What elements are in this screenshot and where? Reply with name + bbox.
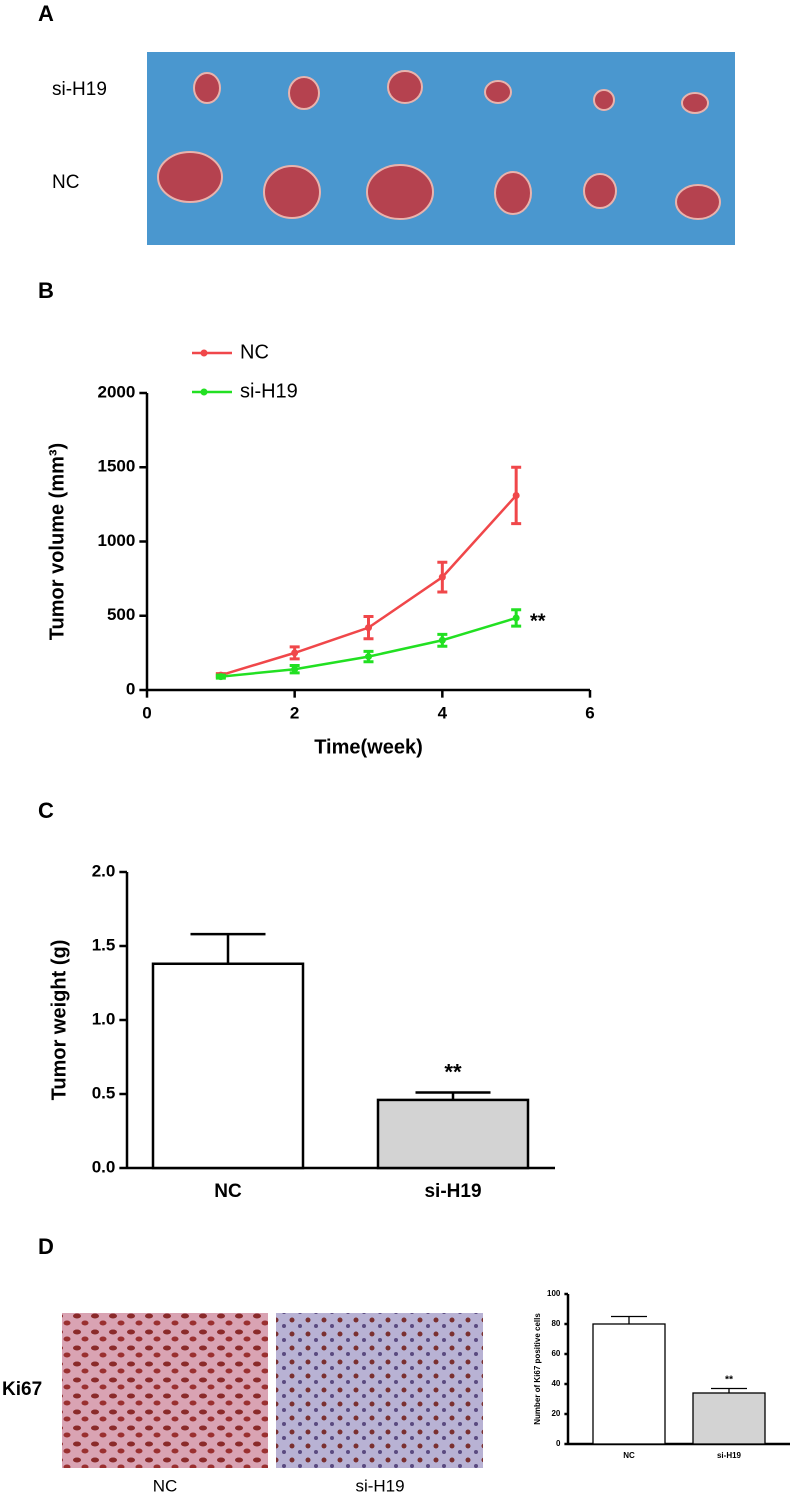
- y-axis-label: Tumor volume (mm³): [46, 443, 68, 640]
- y-tick-label: 1000: [98, 531, 136, 550]
- row-label: Ki67: [2, 1379, 42, 1400]
- error-bar: [190, 932, 266, 964]
- data-point: [512, 491, 520, 499]
- y-axis-label: Tumor weight (g): [48, 940, 70, 1101]
- data-point: [365, 653, 372, 661]
- x-tick-label: NC: [214, 1181, 242, 1202]
- column-label: NC: [153, 1476, 178, 1495]
- y-tick-label: 500: [107, 605, 135, 624]
- data-point: [438, 573, 446, 581]
- row-label: NC: [52, 172, 79, 193]
- x-tick-label: NC: [623, 1451, 635, 1460]
- y-tick-label: 80: [551, 1319, 560, 1328]
- bar: [692, 1392, 766, 1445]
- panel-label: A: [38, 1, 54, 26]
- y-tick-label: 0: [556, 1439, 561, 1448]
- row-label: si-H19: [52, 79, 107, 100]
- annotation: **: [530, 610, 546, 632]
- legend-label: NC: [240, 341, 269, 363]
- data-point: [438, 636, 446, 644]
- legend-marker: [200, 388, 208, 396]
- bar: [151, 962, 305, 1170]
- series-line: [220, 494, 518, 677]
- panel-label: D: [38, 1234, 54, 1259]
- data-point: [365, 624, 372, 632]
- y-tick-label: 40: [551, 1379, 560, 1388]
- y-tick-label: 0.0: [92, 1157, 116, 1176]
- x-tick-label: 4: [438, 703, 448, 722]
- y-tick-label: 1.5: [92, 935, 116, 954]
- x-tick-label: 2: [290, 703, 299, 722]
- y-tick-label: 20: [551, 1409, 560, 1418]
- data-point: [512, 614, 520, 622]
- x-tick-label: 6: [585, 703, 594, 722]
- annotation: **: [725, 1374, 734, 1385]
- annotation: **: [444, 1060, 462, 1085]
- x-tick-label: si-H19: [424, 1181, 481, 1202]
- y-tick-label: 1.0: [92, 1009, 116, 1028]
- data-point: [291, 649, 299, 657]
- y-tick-label: 100: [547, 1289, 561, 1298]
- bar: [592, 1323, 666, 1445]
- error-bar: [711, 1387, 747, 1393]
- y-tick-label: 60: [551, 1349, 560, 1358]
- y-tick-label: 2.0: [92, 861, 116, 880]
- data-point: [291, 665, 299, 673]
- data-point: [217, 673, 225, 681]
- ihc-image: [276, 1313, 483, 1468]
- error-bar: [611, 1315, 647, 1324]
- ihc-image: [62, 1313, 268, 1468]
- x-tick-label: si-H19: [717, 1451, 742, 1460]
- legend-label: si-H19: [240, 380, 298, 402]
- tumor-photo: [147, 52, 735, 245]
- bar: [376, 1098, 530, 1170]
- y-tick-label: 0: [126, 679, 135, 698]
- column-label: si-H19: [355, 1476, 404, 1495]
- y-tick-label: 2000: [98, 382, 136, 401]
- x-axis-label: Time(week): [314, 736, 423, 758]
- panel-label: C: [38, 798, 54, 823]
- y-tick-label: 1500: [98, 457, 136, 476]
- x-tick-label: 0: [142, 703, 151, 722]
- y-tick-label: 0.5: [92, 1083, 116, 1102]
- y-axis-label: Number of Ki67 positive cells: [533, 1313, 542, 1425]
- panel-label: B: [38, 278, 54, 303]
- legend-marker: [200, 349, 208, 357]
